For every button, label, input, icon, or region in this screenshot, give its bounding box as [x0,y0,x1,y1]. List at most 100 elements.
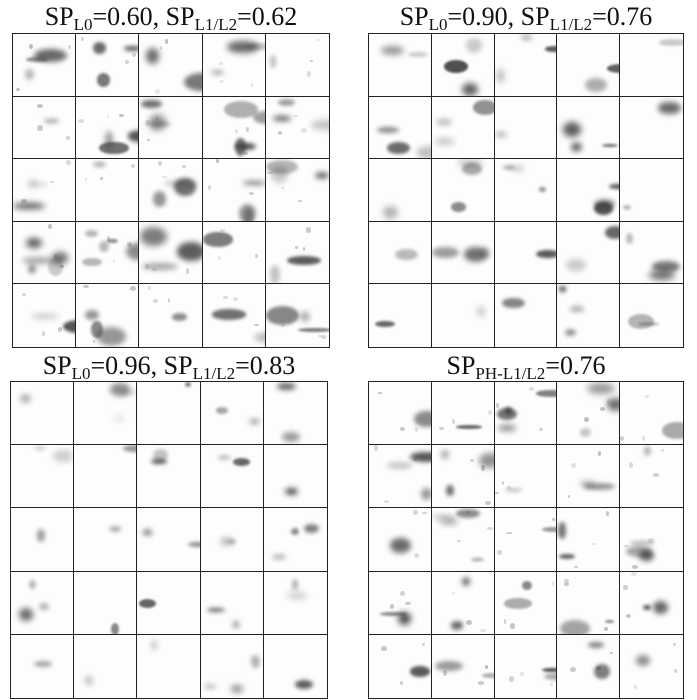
faint-speckle [219,228,225,233]
basis-image-cell [139,96,203,160]
feature-blob [585,77,608,93]
feature-blob [450,620,463,630]
faint-speckle [59,265,65,269]
feature-blob [245,42,265,50]
feature-blob [91,321,103,339]
feature-blob [446,484,454,497]
feature-blob [174,177,196,196]
feature-blob [217,455,232,461]
feature-blob [544,673,557,681]
feature-blob [410,666,430,677]
feature-blob [299,311,311,323]
faint-speckle [414,458,417,462]
feature-blob [210,70,225,75]
faint-speckle [538,427,544,432]
basis-image-cell [369,508,432,572]
feature-blob [99,241,109,253]
feature-blob [571,142,583,152]
basis-image-cell [200,508,264,572]
basis-image-cell [265,159,329,222]
faint-speckle [78,119,85,124]
faint-speckle [145,120,150,126]
feature-blob [63,319,76,334]
basis-image-cell [620,571,683,635]
basis-image-cell [494,571,558,635]
feature-blob [270,264,281,284]
feature-blob [434,660,464,671]
faint-speckle [124,60,129,64]
basis-image-cell [200,634,264,698]
feature-blob [606,397,620,411]
faint-speckle [629,462,634,469]
feature-blob [252,110,265,124]
faint-speckle [486,527,493,531]
faint-speckle [485,500,491,506]
faint-speckle [399,426,405,432]
feature-blob [420,488,431,501]
feature-blob [478,452,494,468]
faint-speckle [106,114,110,118]
feature-blob [512,166,525,170]
feature-blob [147,121,171,127]
basis-image-cell [202,221,266,285]
feature-blob [504,488,523,492]
panel-top-left: SPL0=0.60, SPL1/L2=0.62 [12,0,330,350]
faint-speckle [119,114,124,118]
basis-image-cell [557,284,621,347]
feature-blob [394,248,418,260]
feature-blob [605,226,620,239]
basis-image-cell [431,508,495,572]
faint-speckle [583,416,590,422]
faint-speckle [298,200,303,203]
faint-speckle [413,509,419,516]
basis-image-cell [557,34,621,97]
faint-speckle [519,672,524,677]
basis-image-cell [139,159,203,222]
basis-image-cell [202,159,266,222]
feature-blob [494,131,508,138]
feature-blob [290,527,299,536]
faint-speckle [477,681,484,685]
feature-blob [440,519,458,524]
faint-speckle [280,186,285,190]
feature-blob [125,242,139,260]
faint-speckle [603,627,609,631]
basis-image-cell [11,382,75,446]
faint-speckle [126,242,132,248]
feature-blob [81,257,103,267]
basis-image-cell [263,445,327,509]
feature-blob [310,119,329,131]
feature-blob [629,539,655,547]
faint-speckle [234,129,239,133]
faint-speckle [674,669,678,674]
feature-blob [93,162,107,168]
feature-blob [221,538,232,545]
feature-blob [235,142,256,150]
feature-blob [22,256,55,264]
feature-blob [140,99,162,109]
basis-image-cell [137,382,201,446]
faint-speckle [661,448,665,452]
basis-image-cell [137,571,201,635]
basis-image-cell [620,445,683,509]
panel-title: SPL0=0.96, SPL1/L2=0.83 [42,351,296,383]
feature-blob [386,461,412,469]
basis-image-cell [137,634,201,698]
feature-blob [501,297,525,309]
faint-speckle [563,578,569,582]
faint-speckle [564,581,569,586]
feature-blob [566,258,587,272]
faint-speckle [267,172,274,175]
basis-image-cell [557,382,621,446]
feature-blob [127,129,139,142]
basis-image-cell [431,382,495,446]
feature-blob [380,611,407,616]
basis-image-cell [265,221,329,285]
basis-image-cell [557,571,621,635]
feature-blob [638,549,654,561]
feature-blob [143,530,152,535]
faint-speckle [65,135,71,140]
basis-image-cell [76,34,140,97]
feature-blob [142,262,178,271]
feature-blob [622,204,632,211]
